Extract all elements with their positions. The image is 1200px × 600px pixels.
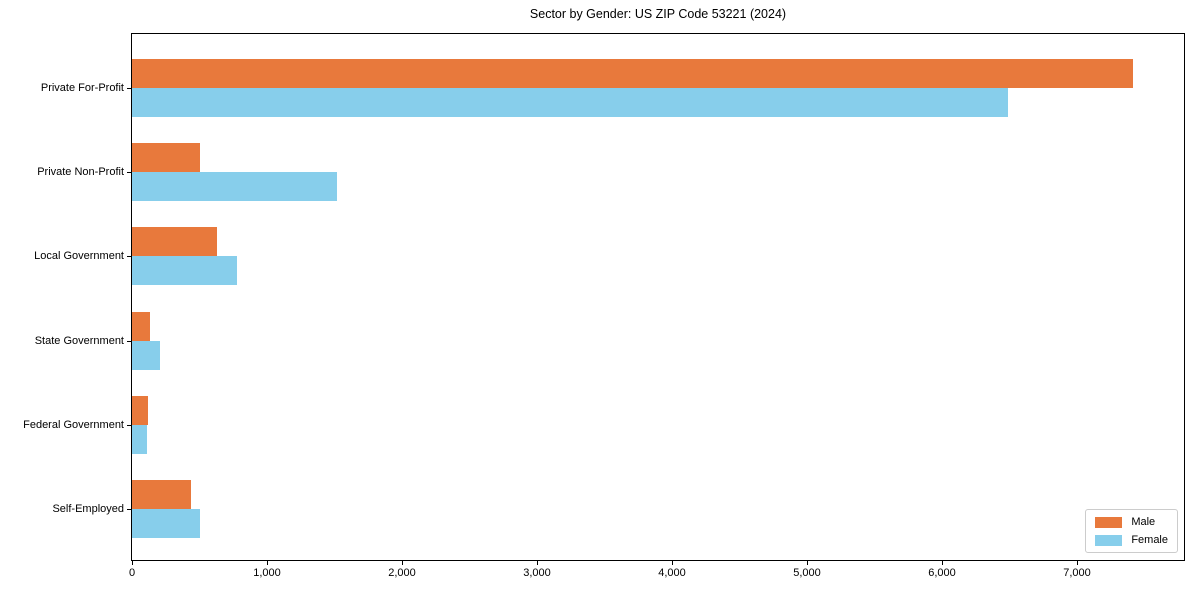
plot-area: Male Female xyxy=(131,33,1185,561)
bar-male-self-employed xyxy=(132,480,191,509)
y-label-private-non-profit: Private Non-Profit xyxy=(37,166,124,178)
x-tick-3,000 xyxy=(537,561,538,565)
legend-label-male: Male xyxy=(1131,516,1156,528)
x-label-6,000: 6,000 xyxy=(928,567,956,579)
bar-male-federal-government xyxy=(132,396,148,425)
legend-swatch-male xyxy=(1095,516,1123,528)
y-tick-local-government xyxy=(127,256,131,257)
bar-female-private-non-profit xyxy=(132,172,337,201)
x-label-1,000: 1,000 xyxy=(253,567,281,579)
legend-swatch-female xyxy=(1095,534,1123,546)
y-tick-federal-government xyxy=(127,425,131,426)
chart-title: Sector by Gender: US ZIP Code 53221 (202… xyxy=(529,7,787,21)
x-tick-0 xyxy=(132,561,133,565)
y-tick-state-government xyxy=(127,341,131,342)
bar-male-private-for-profit xyxy=(132,59,1133,88)
x-tick-1,000 xyxy=(267,561,268,565)
x-tick-7,000 xyxy=(1077,561,1078,565)
y-label-local-government: Local Government xyxy=(34,250,124,262)
x-tick-2,000 xyxy=(402,561,403,565)
y-label-private-for-profit: Private For-Profit xyxy=(40,82,124,94)
bar-male-private-non-profit xyxy=(132,143,200,172)
legend-entry-male: Male xyxy=(1095,516,1168,528)
x-label-2,000: 2,000 xyxy=(388,567,416,579)
y-label-federal-government: Federal Government xyxy=(23,419,124,431)
x-tick-4,000 xyxy=(672,561,673,565)
x-label-4,000: 4,000 xyxy=(658,567,686,579)
x-label-0: 0 xyxy=(128,567,136,579)
bar-male-state-government xyxy=(132,312,150,341)
bars-layer xyxy=(132,34,1184,560)
bar-female-federal-government xyxy=(132,425,147,454)
legend-label-female: Female xyxy=(1131,534,1168,546)
y-tick-private-for-profit xyxy=(127,88,131,89)
y-tick-self-employed xyxy=(127,509,131,510)
legend: Male Female xyxy=(1085,509,1178,553)
y-label-state-government: State Government xyxy=(34,335,124,347)
bar-female-local-government xyxy=(132,256,237,285)
y-label-self-employed: Self-Employed xyxy=(52,503,124,515)
bar-female-self-employed xyxy=(132,509,200,538)
x-label-5,000: 5,000 xyxy=(793,567,821,579)
x-tick-5,000 xyxy=(807,561,808,565)
bar-male-local-government xyxy=(132,227,217,256)
y-tick-private-non-profit xyxy=(127,172,131,173)
x-tick-6,000 xyxy=(942,561,943,565)
legend-entry-female: Female xyxy=(1095,534,1168,546)
bar-female-state-government xyxy=(132,341,160,370)
x-label-3,000: 3,000 xyxy=(523,567,551,579)
bar-female-private-for-profit xyxy=(132,88,1008,117)
x-label-7,000: 7,000 xyxy=(1063,567,1091,579)
